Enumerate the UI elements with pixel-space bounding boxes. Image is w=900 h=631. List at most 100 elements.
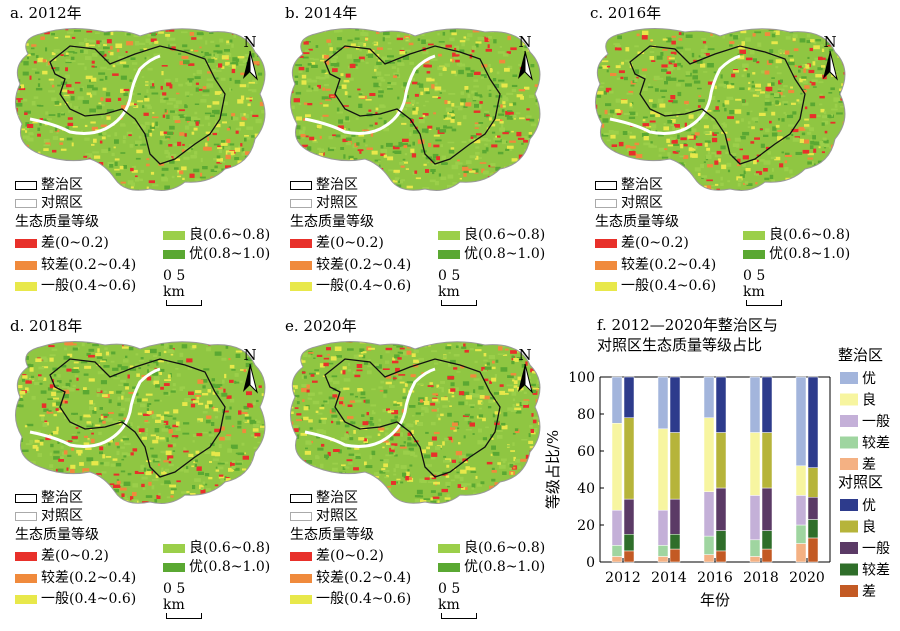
scale-bar: 0 5 km — [438, 581, 477, 619]
bar-segment — [715, 376, 727, 433]
legend-grade-item: 差(0~0.2) — [595, 234, 689, 252]
bar-segment — [715, 432, 727, 489]
bar-segment — [807, 467, 819, 498]
north-arrow-icon: N — [243, 33, 258, 81]
legend-item-label: 差 — [862, 584, 876, 600]
bar-segment — [669, 548, 681, 563]
legend-grade-item: 差(0~0.2) — [290, 234, 384, 252]
bar-segment — [657, 428, 669, 511]
legend-grade-item: 一般(0.4~0.6) — [15, 277, 136, 295]
legend-swatch — [840, 585, 858, 597]
legend-treated-area: 整治区 — [290, 176, 358, 194]
legend-control-area: 对照区 — [15, 194, 83, 212]
bar-segment — [657, 556, 669, 563]
map-panel-d: d. 2018年 N 整治区 对照区 生态质量等级 差(0~0.2) 较差(0.2~0.4… — [10, 315, 300, 619]
map-panel-e: e. 2020年 N 整治区 对照区生态质量等级 差(0~0.2) 较差(0.2~0.4… — [285, 315, 575, 619]
panel-title: b. 2014年 — [285, 4, 358, 22]
chart-title: f. 2012—2020年整治区与 对照区生态质量等级占比 — [597, 315, 778, 355]
legend-item-label: 差 — [862, 457, 876, 473]
legend-grade-item: 差(0~0.2) — [290, 547, 384, 565]
scale-label: 5 km — [743, 268, 766, 300]
bar-segment — [761, 530, 773, 550]
legend-grade-title: 生态质量等级 — [290, 527, 374, 543]
legend-item-label: 一般 — [862, 541, 890, 557]
legend-treated-area: 整治区 — [595, 176, 663, 194]
legend-grade-item: 较差(0.2~0.4) — [15, 569, 136, 587]
bar-segment — [795, 495, 807, 526]
north-arrow-icon: N — [518, 33, 533, 81]
scale-bar: 0 5 km — [438, 268, 477, 306]
legend-grade-item: 良(0.6~0.8) — [438, 226, 545, 244]
bar-segment — [623, 417, 635, 500]
north-arrow-icon: N — [518, 346, 533, 394]
scale-bar-line — [746, 300, 782, 306]
legend-grade-item: 较差(0.2~0.4) — [290, 256, 411, 274]
bar-segment — [795, 543, 807, 563]
north-arrow-icon: N — [823, 33, 838, 81]
x-tick-label: 2020 — [789, 570, 825, 586]
x-tick-label: 2016 — [697, 570, 733, 586]
bar-segment — [611, 509, 623, 546]
legend-grade-item: 一般(0.4~0.6) — [290, 590, 411, 608]
bar-segment — [703, 376, 715, 418]
bar-segment — [749, 539, 761, 557]
legend-treated-area: 整治区 — [290, 489, 358, 507]
bar-segment — [703, 491, 715, 537]
scale-zero: 0 — [743, 268, 752, 284]
legend-swatch — [840, 436, 858, 449]
bar-segment — [623, 376, 635, 418]
map-image: N — [15, 340, 266, 504]
bar-segment — [611, 423, 623, 511]
map-panel-a: a. 2012年 N 整治区 对照区 生态质量等级 差(0~0.2) 较差(0.2~0.4… — [10, 2, 300, 306]
map-image: N — [290, 340, 541, 504]
legend-grade-item: 较差(0.2~0.4) — [290, 569, 411, 587]
y-tick-label: 100 — [568, 370, 595, 386]
north-label: N — [243, 346, 256, 364]
north-label: N — [823, 33, 836, 51]
bar-segment — [669, 432, 681, 500]
y-tick-label: 40 — [577, 481, 595, 497]
bar-segment — [795, 524, 807, 544]
legend-control-area: 对照区 — [290, 507, 358, 525]
legend-swatch — [840, 415, 858, 427]
scale-bar: 0 5 km — [163, 581, 202, 619]
map-image: N — [290, 27, 541, 191]
bar-segment — [715, 550, 727, 563]
legend-grade-item: 优(0.8~1.0) — [438, 245, 545, 263]
scale-zero: 0 — [163, 581, 172, 597]
bar-segment — [657, 509, 669, 546]
map-panel-c: c. 2016年 N 整治区 对照区 生态质量等级 差(0~0.2) 较差(0.2~0.4… — [590, 2, 880, 306]
bar-segment — [749, 495, 761, 541]
x-tick-label: 2014 — [651, 570, 687, 586]
panel-title: c. 2016年 — [590, 4, 662, 22]
panel-title: a. 2012年 — [10, 4, 82, 22]
scale-label: 5 km — [438, 268, 461, 300]
y-tick-label: 60 — [577, 444, 595, 460]
scale-bar-line — [441, 613, 477, 619]
legend-control-area: 对照区 — [290, 194, 358, 212]
legend-grade-item: 一般(0.4~0.6) — [595, 277, 716, 295]
legend-grade-item: 差(0~0.2) — [15, 234, 109, 252]
legend-treated-area: 整治区 — [15, 176, 83, 194]
bar-segment — [703, 535, 715, 555]
panel-title: e. 2020年 — [285, 317, 357, 335]
bar-segment — [807, 537, 819, 563]
bar-segment — [611, 556, 623, 563]
bar-segment — [657, 545, 669, 557]
scale-zero: 0 — [438, 268, 447, 284]
legend-swatch — [840, 372, 858, 384]
chart-title-line2: 对照区生态质量等级占比 — [597, 336, 763, 354]
scale-label: 5 km — [163, 268, 186, 300]
legend-grade-item: 优(0.8~1.0) — [438, 558, 545, 576]
map-image: N — [595, 27, 846, 191]
legend-grade-item: 良(0.6~0.8) — [743, 226, 850, 244]
legend-grade-item: 优(0.8~1.0) — [163, 558, 270, 576]
bar-segment — [715, 530, 727, 552]
x-tick-label: 2012 — [605, 570, 641, 586]
bar-segment — [611, 545, 623, 557]
bar-segment — [761, 548, 773, 563]
legend-item-label: 较差 — [862, 436, 890, 452]
bar-segment — [623, 550, 635, 563]
scale-bar-line — [166, 300, 202, 306]
chart-title-line1: f. 2012—2020年整治区与 — [597, 316, 778, 334]
